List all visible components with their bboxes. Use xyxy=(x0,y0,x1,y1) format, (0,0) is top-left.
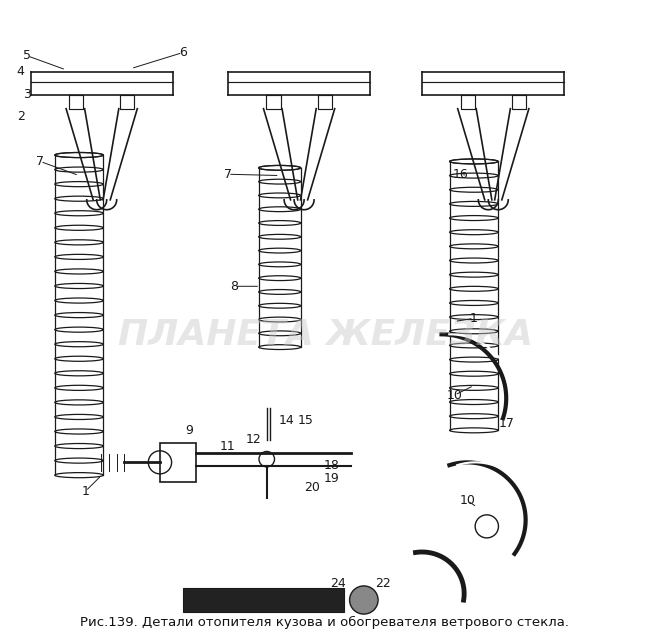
Text: 22: 22 xyxy=(376,577,391,590)
Text: Рис.139. Детали отопителя кузова и обогревателя ветрового стекла.: Рис.139. Детали отопителя кузова и обогр… xyxy=(81,616,569,629)
Text: ПЛАНЕТА ЖЕЛЕЗКА: ПЛАНЕТА ЖЕЛЕЗКА xyxy=(118,317,532,351)
Text: 6: 6 xyxy=(179,46,187,59)
Text: 24: 24 xyxy=(330,577,346,590)
Text: 8: 8 xyxy=(230,280,239,293)
Text: 7: 7 xyxy=(36,155,44,168)
Text: 17: 17 xyxy=(499,417,514,430)
Text: 7: 7 xyxy=(224,168,232,181)
Text: 18: 18 xyxy=(324,459,339,472)
Text: 10: 10 xyxy=(460,494,475,507)
Bar xyxy=(183,588,344,611)
Text: 20: 20 xyxy=(304,482,320,494)
Text: 15: 15 xyxy=(298,414,313,427)
Text: 14: 14 xyxy=(278,414,294,427)
Circle shape xyxy=(350,586,378,614)
Text: 16: 16 xyxy=(453,168,469,181)
Text: 12: 12 xyxy=(246,433,262,446)
Text: 11: 11 xyxy=(220,440,236,453)
Text: 3: 3 xyxy=(23,87,31,101)
Text: 1: 1 xyxy=(82,485,90,498)
Text: 2: 2 xyxy=(17,110,25,123)
Text: 10: 10 xyxy=(447,388,462,402)
Text: 4: 4 xyxy=(17,66,25,78)
Text: 1: 1 xyxy=(470,312,478,325)
Bar xyxy=(160,443,196,482)
Text: 9: 9 xyxy=(185,424,193,437)
Text: 19: 19 xyxy=(324,472,339,485)
Text: 5: 5 xyxy=(23,50,31,62)
